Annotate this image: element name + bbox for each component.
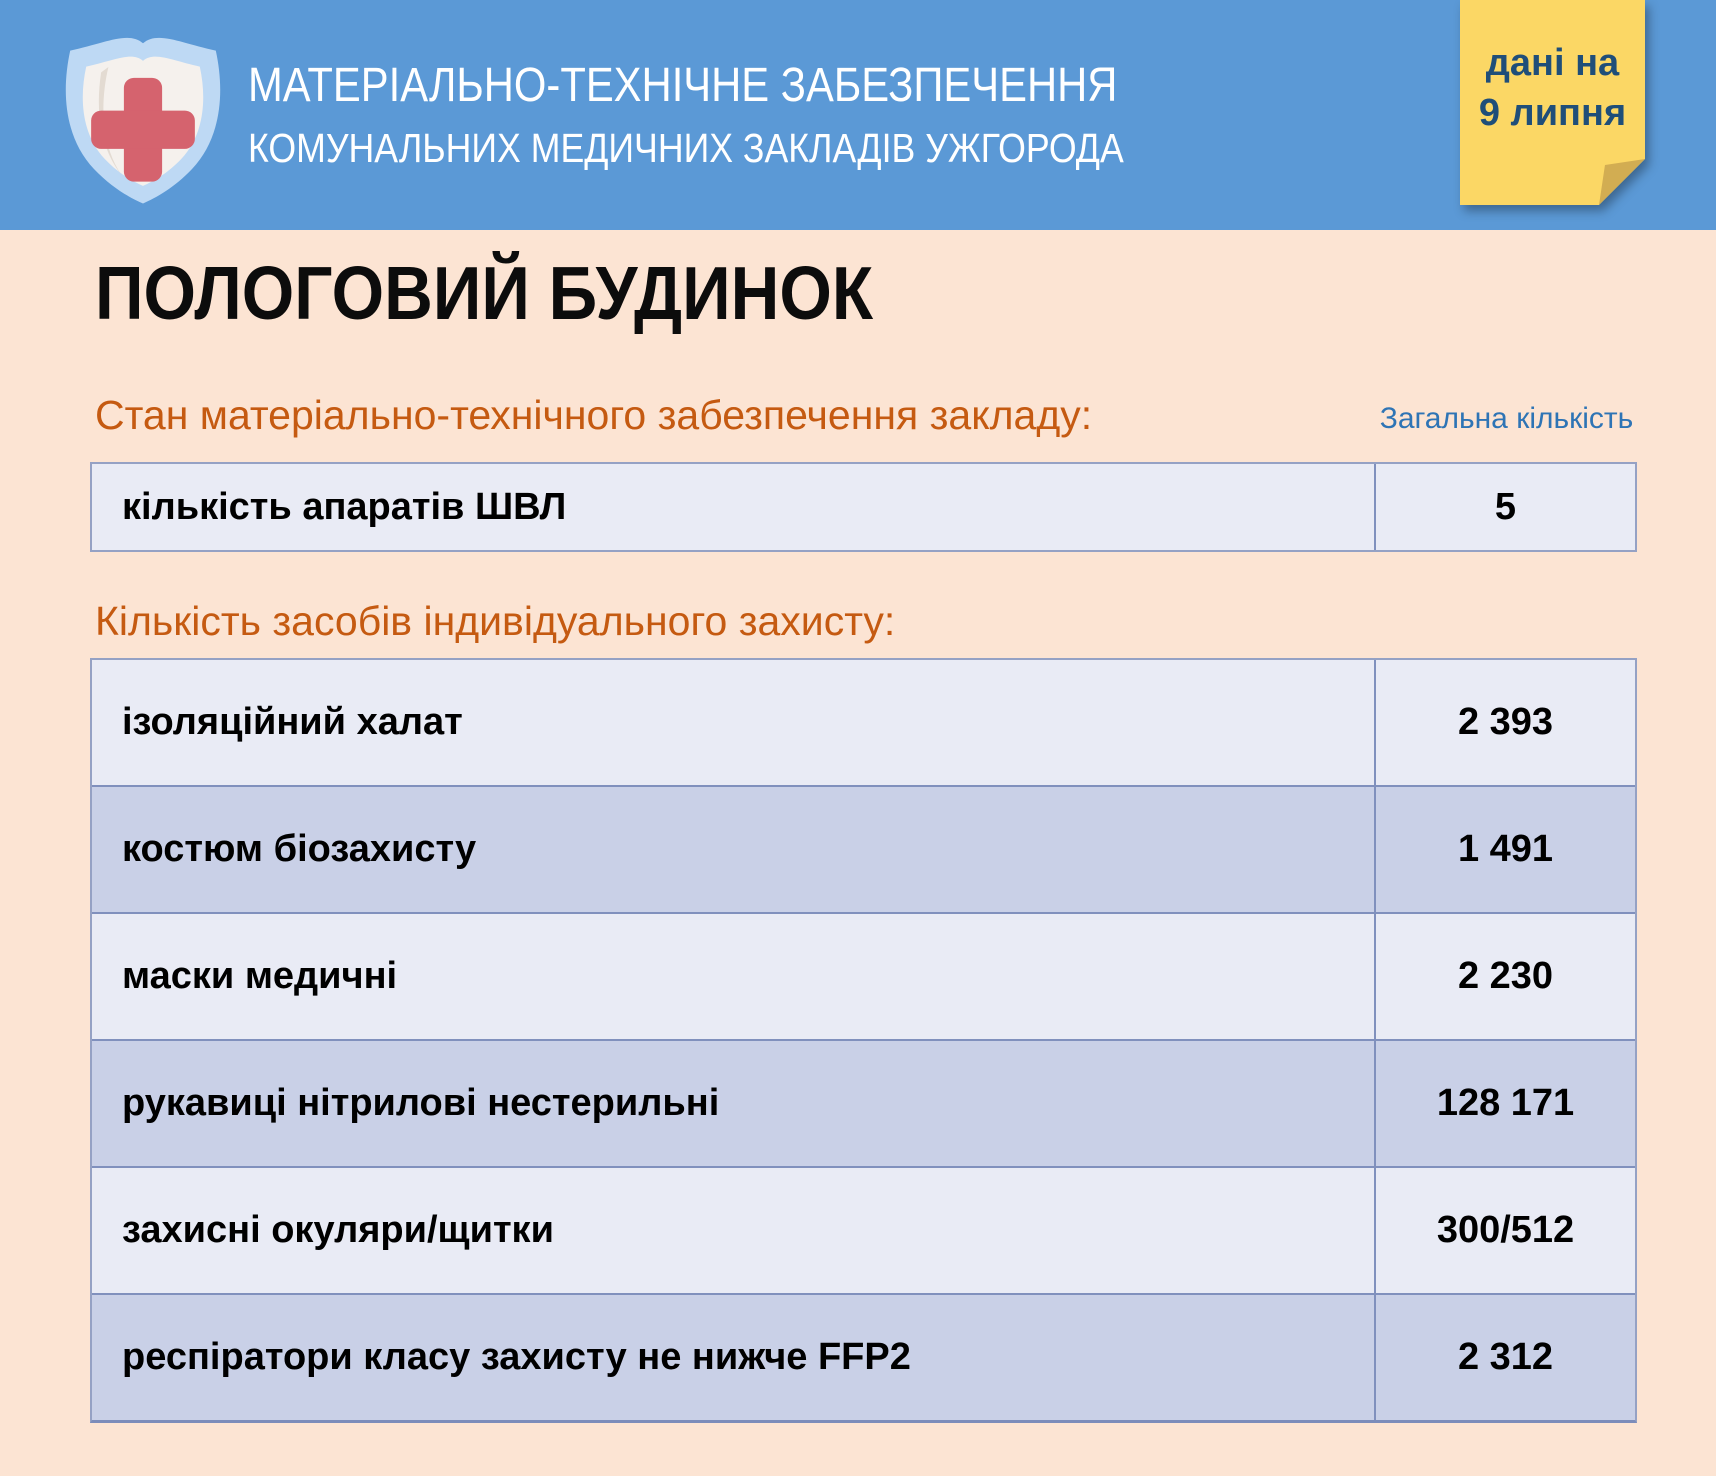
row-label: захисні окуляри/щитки <box>122 1209 554 1251</box>
table-row: респіратори класу захисту не нижче FFP2 … <box>92 1293 1635 1420</box>
section-equipment-header: Стан матеріально-технічного забезпечення… <box>90 392 1637 439</box>
row-label: кількість апаратів ШВЛ <box>122 485 567 528</box>
medical-shield-icon <box>52 19 234 215</box>
header-banner: МАТЕРІАЛЬНО-ТЕХНІЧНЕ ЗАБЕЗПЕЧЕННЯ КОМУНА… <box>0 0 1716 230</box>
row-value: 300/512 <box>1374 1168 1635 1293</box>
section-heading-equipment: Стан матеріально-технічного забезпечення… <box>95 392 1093 438</box>
note-date-line1: дані на <box>1485 42 1620 84</box>
equipment-table: кількість апаратів ШВЛ 5 <box>90 462 1637 552</box>
row-label: респіратори класу захисту не нижче FFP2 <box>122 1336 911 1378</box>
table-row: кількість апаратів ШВЛ 5 <box>92 464 1635 550</box>
table-row: маски медичні 2 230 <box>92 912 1635 1039</box>
date-sticky-note: дані на 9 липня <box>1460 0 1645 205</box>
table-row: костюм біозахисту 1 491 <box>92 785 1635 912</box>
row-value: 128 171 <box>1374 1041 1635 1166</box>
column-header-total: Загальна кількість <box>1379 402 1634 435</box>
section-heading-ppe: Кількість засобів індивідуального захист… <box>95 598 896 644</box>
note-fold-corner <box>1599 159 1645 205</box>
note-date-line2: 9 липня <box>1478 92 1627 135</box>
page-title: ПОЛОГОВИЙ БУДИНОК <box>95 251 874 335</box>
row-value: 2 393 <box>1374 660 1635 785</box>
row-value: 2 230 <box>1374 914 1635 1039</box>
table-row: рукавиці нітрилові нестерильні 128 171 <box>92 1039 1635 1166</box>
ppe-table: ізоляційний халат 2 393 костюм біозахист… <box>90 658 1637 1423</box>
header-title-line2: КОМУНАЛЬНИХ МЕДИЧНИХ ЗАКЛАДІВ УЖГОРОДА <box>248 125 1124 171</box>
table-row: ізоляційний халат 2 393 <box>92 660 1635 785</box>
row-value: 5 <box>1374 464 1635 550</box>
header-title-line1: МАТЕРІАЛЬНО-ТЕХНІЧНЕ ЗАБЕЗПЕЧЕННЯ <box>248 59 1118 112</box>
row-label: маски медичні <box>122 955 398 997</box>
row-label: ізоляційний халат <box>122 701 463 743</box>
date-sticky-note-body: дані на 9 липня <box>1460 0 1645 205</box>
header-titles: МАТЕРІАЛЬНО-ТЕХНІЧНЕ ЗАБЕЗПЕЧЕННЯ КОМУНА… <box>248 58 1255 172</box>
row-value: 2 312 <box>1374 1295 1635 1420</box>
row-label: рукавиці нітрилові нестерильні <box>122 1082 720 1124</box>
row-label: костюм біозахисту <box>122 828 477 870</box>
row-value: 1 491 <box>1374 787 1635 912</box>
table-row: захисні окуляри/щитки 300/512 <box>92 1166 1635 1293</box>
